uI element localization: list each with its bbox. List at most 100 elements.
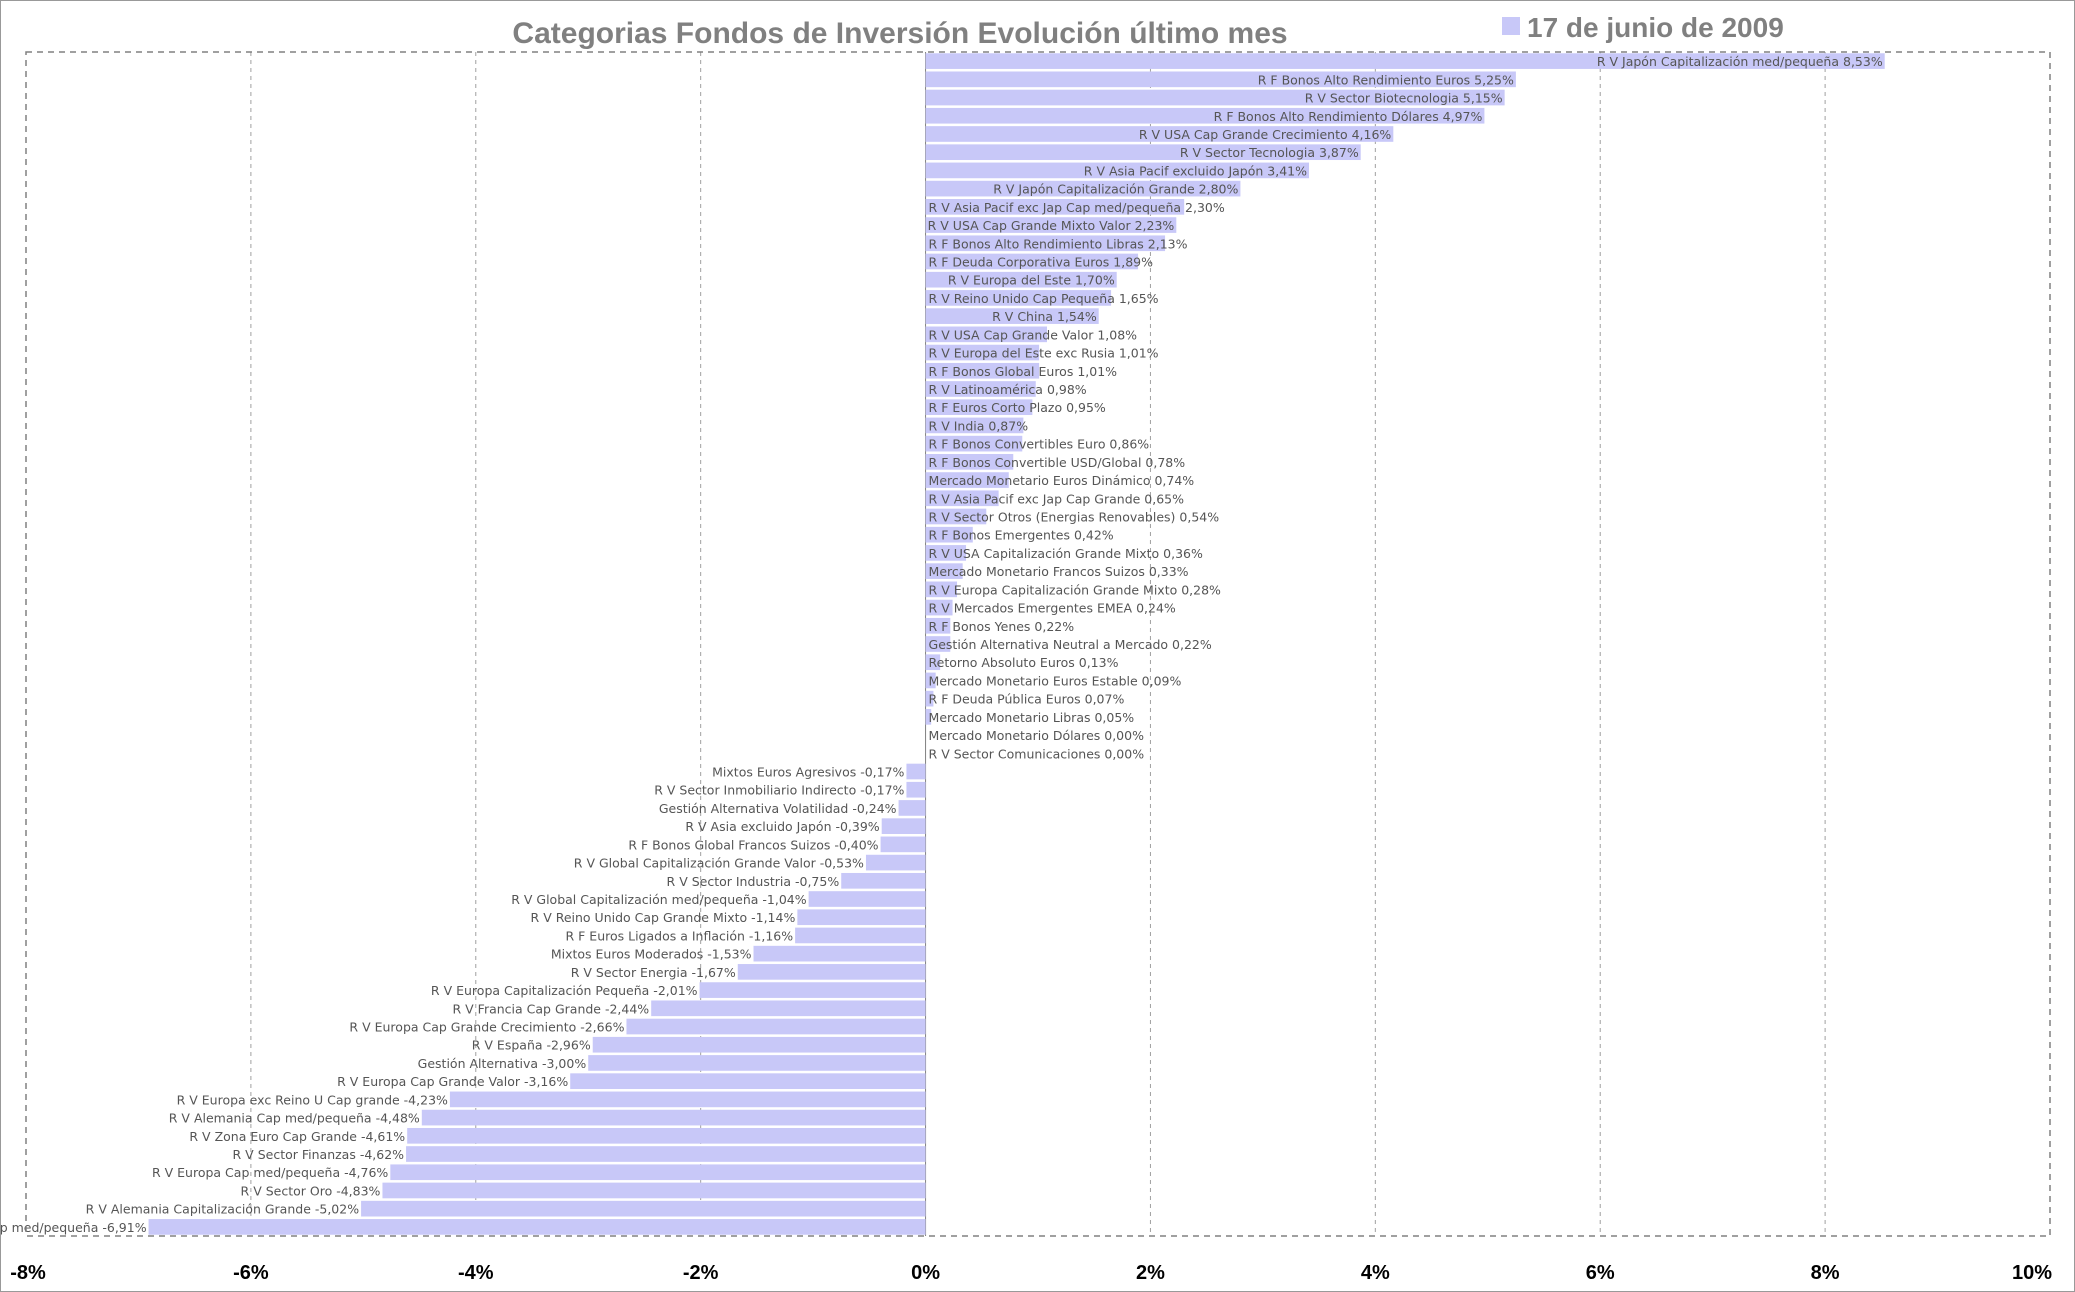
bars [148,53,1885,1235]
bar [651,1000,926,1017]
bar [148,1219,926,1235]
bar [880,836,926,853]
bar [925,180,1241,197]
data-label: R V Asia excluido Japón -0,39% [685,819,879,834]
x-tick-label: 10% [2012,1262,2052,1284]
bar [925,71,1516,88]
bar [737,964,926,980]
data-label: R V Sector Energia -1,67% [571,965,736,980]
data-label: R V Sector Biotecnologia 5,15% [1305,91,1503,106]
data-label: R F Bonos Alto Rendimiento Euros 5,25% [1258,72,1514,87]
bar [361,1200,926,1217]
bar [925,672,936,689]
data-label: R F Bonos Global Euros 1,01% [929,364,1118,379]
data-label: R V Alemania Cap med/pequeña -4,48% [169,1111,420,1126]
bar [925,690,934,707]
data-label: R F Euros Corto Plazo 0,95% [929,400,1106,415]
bar [925,454,1014,470]
data-label: R V Mercados Emergentes EMEA 0,24% [929,601,1176,616]
data-label: R V Reino Unido Cap Grande Mixto -1,14% [531,910,796,925]
data-label: R V Latinoamérica 0,98% [929,382,1087,397]
bar [925,654,941,671]
data-label: R V USA Capitalización Grande Mixto 0,36… [929,546,1203,561]
bar-labels: R V Japón Capitalización med/pequeña 8,5… [0,54,1883,1235]
data-label: R V Japón Capitalización Grande 2,80% [993,182,1238,197]
data-label: R V Sector Finanzas -4,62% [233,1147,405,1162]
bar [906,781,926,798]
x-tick-label: 8% [1811,1262,1840,1284]
data-label: R F Bonos Alto Rendimiento Libras 2,13% [929,236,1188,251]
legend-label: 17 de junio de 2009 [1527,12,1784,43]
bar [795,927,926,944]
bar [841,872,926,889]
bar [925,636,951,652]
bar [925,271,1117,288]
bar [925,235,1166,252]
chart-title: Categorias Fondos de Inversión Evolución… [512,17,1287,50]
data-label: R V Alemania Capitalización Grande -5,02… [86,1202,360,1217]
bar [626,1018,926,1035]
data-label: R V Europa del Este 1,70% [948,273,1115,288]
bar [925,107,1485,124]
data-label: R F Deuda Pública Euros 0,07% [929,692,1125,707]
bar [925,472,1009,488]
bar [925,617,951,634]
data-label: Gestión Alternativa Neutral a Mercado 0,… [929,637,1212,652]
data-label: Mercado Monetario Dólares 0,00% [929,728,1145,743]
data-label: R V Sector Otros (Energias Renovables) 0… [929,509,1220,524]
data-label: R F Bonos Convertibles Euro 0,86% [929,437,1150,452]
data-label: R V Sector Inmobiliario Indirecto -0,17% [654,783,904,798]
x-tick-label: 2% [1136,1262,1165,1284]
data-label: R V Europa del Este exc Rusia 1,01% [929,346,1159,361]
data-label: Mercado Monetario Libras 0,05% [929,710,1135,725]
data-label: R V Sector Comunicaciones 0,00% [929,746,1145,761]
data-label: R V India 0,87% [929,418,1029,433]
data-label: R V Europa exc Reino U Cap med/pequeña -… [0,1220,147,1235]
data-label: R V Francia Cap Grande -2,44% [453,1001,650,1016]
data-label: R V Europa Capitalización Grande Mixto 0… [929,582,1222,597]
bar [925,362,1040,379]
data-label: R V Europa Cap Grande Crecimiento -2,66% [349,1020,624,1035]
x-axis-ticks: -8% -6% -4% -2% 0% 2% 4% 6% 8% 10% [10,1262,2052,1284]
data-label: Mercado Monetario Francos Suizos 0,33% [929,564,1189,579]
x-tick-label: 4% [1361,1262,1390,1284]
data-label: R V Sector Oro -4,83% [241,1183,381,1198]
x-tick-label: -4% [458,1262,494,1284]
data-label: R F Deuda Corporativa Euros 1,89% [929,254,1154,269]
bar [407,1127,926,1144]
x-tick-label: -6% [233,1262,269,1284]
bar [570,1073,926,1090]
bar [925,581,958,598]
data-label: R V Sector Industria -0,75% [667,874,840,889]
bar [906,763,926,780]
bar [925,381,1036,397]
data-label: R V Europa Capitalización Pequeña -2,01% [431,983,698,998]
data-label: R V USA Cap Grande Mixto Valor 2,23% [928,218,1175,233]
bar [925,344,1040,361]
data-label: R F Bonos Emergentes 0,42% [929,528,1114,543]
data-label: R V Asia Pacif excluido Japón 3,41% [1084,163,1307,178]
bar [797,909,926,926]
x-tick-label: 0% [911,1262,940,1284]
data-label: Gestión Alternativa -3,00% [418,1056,587,1071]
x-tick-label: 6% [1586,1262,1615,1284]
bar [925,326,1047,343]
data-label: R V Global Capitalización med/pequeña -1… [511,892,807,907]
data-label: Mercado Monetario Euros Dinámico 0,74% [929,473,1195,488]
data-label: Gestión Alternativa Volatilidad -0,24% [659,801,897,816]
data-label: Mixtos Euros Agresivos -0,17% [712,765,904,780]
bar [925,417,1024,434]
bar [925,508,987,525]
data-label: R F Bonos Global Francos Suizos -0,40% [628,837,878,852]
bar [406,1146,926,1162]
bar [925,399,1033,416]
bar [925,162,1309,179]
bar [421,1109,926,1126]
bar [925,563,963,579]
bar [925,709,932,725]
data-label: Mixtos Euros Moderados -1,53% [551,947,752,962]
data-label: R V Global Capitalización Grande Valor -… [574,856,864,871]
data-label: R V China 1,54% [992,309,1097,324]
bar [753,945,926,962]
data-label: R V Europa Cap Grande Valor -3,16% [337,1074,568,1089]
